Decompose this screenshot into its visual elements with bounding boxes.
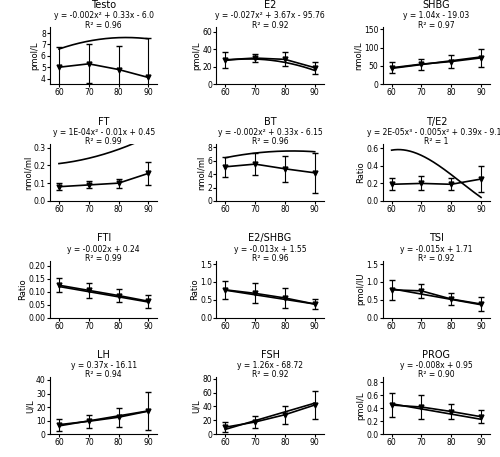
Text: R² = 0.96: R² = 0.96 xyxy=(252,254,288,263)
Y-axis label: nmol/ml: nmol/ml xyxy=(197,155,206,190)
Text: R² = 0.96: R² = 0.96 xyxy=(86,21,122,30)
Y-axis label: pmol/L: pmol/L xyxy=(192,42,201,70)
Title: E2: E2 xyxy=(264,0,276,10)
Y-axis label: pmol/L: pmol/L xyxy=(356,392,365,420)
Text: R² = 0.97: R² = 0.97 xyxy=(418,21,455,30)
Text: y = -0.013x + 1.55: y = -0.013x + 1.55 xyxy=(234,244,306,254)
Text: y = -0.015x + 1.71: y = -0.015x + 1.71 xyxy=(400,244,472,254)
Y-axis label: Ratio: Ratio xyxy=(18,278,28,300)
Text: R² = 0.92: R² = 0.92 xyxy=(252,21,288,30)
Y-axis label: pmol/IU: pmol/IU xyxy=(356,273,365,305)
Y-axis label: nmol/ml: nmol/ml xyxy=(24,155,32,190)
Text: y = 1.04x - 19.03: y = 1.04x - 19.03 xyxy=(403,11,469,21)
Title: E2/SHBG: E2/SHBG xyxy=(248,233,292,243)
Text: R² = 0.96: R² = 0.96 xyxy=(252,137,288,146)
Y-axis label: pmol/L: pmol/L xyxy=(30,42,40,70)
Title: SHBG: SHBG xyxy=(422,0,450,10)
Text: R² = 1: R² = 1 xyxy=(424,137,448,146)
Text: y = -0.027x² + 3.67x - 95.76: y = -0.027x² + 3.67x - 95.76 xyxy=(215,11,325,21)
Text: y = 1E-04x² - 0.01x + 0.45: y = 1E-04x² - 0.01x + 0.45 xyxy=(52,128,155,137)
Title: BT: BT xyxy=(264,117,276,127)
Y-axis label: Ratio: Ratio xyxy=(356,162,365,183)
Text: y = -0.002x + 0.24: y = -0.002x + 0.24 xyxy=(68,244,140,254)
Title: PROG: PROG xyxy=(422,350,450,360)
Title: FSH: FSH xyxy=(260,350,280,360)
Text: R² = 0.90: R² = 0.90 xyxy=(418,371,455,379)
Title: FT: FT xyxy=(98,117,110,127)
Text: y = -0.002x² + 0.33x - 6.15: y = -0.002x² + 0.33x - 6.15 xyxy=(218,128,322,137)
Text: y = 2E-05x³ - 0.005x² + 0.39x - 9.14: y = 2E-05x³ - 0.005x² + 0.39x - 9.14 xyxy=(366,128,500,137)
Text: y = 1.26x - 68.72: y = 1.26x - 68.72 xyxy=(237,361,303,370)
Title: Testo: Testo xyxy=(91,0,116,10)
Text: R² = 0.92: R² = 0.92 xyxy=(418,254,455,263)
Title: LH: LH xyxy=(97,350,110,360)
Y-axis label: Ratio: Ratio xyxy=(190,278,198,300)
Text: y = 0.37x - 16.11: y = 0.37x - 16.11 xyxy=(70,361,136,370)
Title: T/E2: T/E2 xyxy=(426,117,447,127)
Y-axis label: U/L: U/L xyxy=(192,399,201,413)
Text: R² = 0.99: R² = 0.99 xyxy=(86,137,122,146)
Y-axis label: U/L: U/L xyxy=(26,399,35,413)
Text: y = -0.008x + 0.95: y = -0.008x + 0.95 xyxy=(400,361,472,370)
Text: R² = 0.92: R² = 0.92 xyxy=(252,371,288,379)
Title: TSI: TSI xyxy=(429,233,444,243)
Text: R² = 0.99: R² = 0.99 xyxy=(86,254,122,263)
Y-axis label: nmol/L: nmol/L xyxy=(354,42,362,70)
Text: y = -0.002x² + 0.33x - 6.0: y = -0.002x² + 0.33x - 6.0 xyxy=(54,11,154,21)
Title: FTI: FTI xyxy=(96,233,111,243)
Text: R² = 0.94: R² = 0.94 xyxy=(86,371,122,379)
